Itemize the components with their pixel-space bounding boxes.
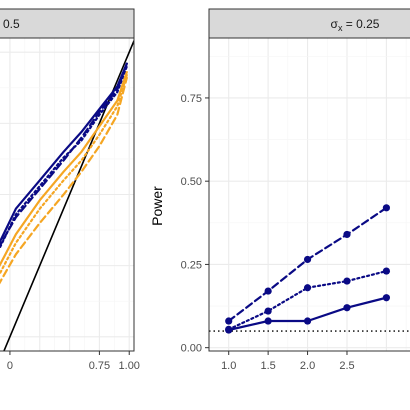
x-tick-label: 2.0 [300, 360, 315, 372]
data-point [382, 294, 391, 302]
right-strip-suffix: = 0.25 [342, 17, 379, 31]
data-point [303, 284, 312, 292]
left-panel-border [0, 37, 135, 352]
left-strip [0, 8, 135, 39]
right-facet: σx = 0.25 1.0 1.5 2.0 2.5 0.000.250.500.75 … [149, 8, 410, 372]
y-tick-label: 0.00 [181, 343, 202, 355]
left-strip-label: 0.5 [3, 17, 20, 31]
left-facet: 0.5 0 0.75 1.00 [0, 8, 140, 372]
data-point [303, 317, 312, 325]
right-x-axis: 1.0 1.5 2.0 2.5 [221, 351, 355, 372]
right-strip-sigma: σ [331, 17, 339, 31]
x-tick-label: 1.0 [221, 360, 236, 372]
left-series-line-6 [0, 76, 128, 285]
data-point [225, 317, 233, 325]
right-panel-border [208, 37, 410, 352]
right-strip-label: σx = 0.25 [331, 17, 380, 33]
left-series-line-1 [0, 62, 128, 245]
left-x-axis: 0 0.75 1.00 [7, 351, 140, 372]
left-series [0, 39, 134, 351]
x-tick-label: 1.5 [260, 360, 275, 372]
right-plot-area [209, 38, 410, 351]
right-series [225, 204, 391, 334]
x-tick-label: 2.5 [339, 360, 354, 372]
left-series-line-3 [0, 62, 128, 248]
data-point [264, 287, 272, 295]
right-gridlines [208, 38, 410, 351]
data-point [343, 304, 351, 312]
data-point [264, 307, 272, 315]
data-point [225, 325, 233, 333]
data-point [264, 317, 272, 325]
data-point [303, 255, 312, 264]
y-tick-label: 0.50 [181, 176, 202, 188]
y-axis-title: Power [149, 186, 165, 226]
x-tick-label: 1.00 [119, 360, 140, 372]
data-point [343, 277, 351, 285]
right-y-axis: 0.00 0.25 0.50 0.75 [181, 93, 209, 355]
right-strip-subscript: x [338, 23, 343, 33]
right-strip [208, 8, 410, 39]
left-series-line-5 [0, 73, 128, 276]
data-point [382, 267, 391, 275]
x-tick-label: 0.75 [89, 360, 110, 372]
y-tick-label: 0.75 [181, 93, 202, 105]
x-tick-label: 0 [7, 360, 13, 372]
data-point [343, 230, 351, 239]
left-series-line-4 [0, 70, 128, 268]
data-point [382, 204, 391, 212]
y-tick-label: 0.25 [181, 259, 202, 271]
